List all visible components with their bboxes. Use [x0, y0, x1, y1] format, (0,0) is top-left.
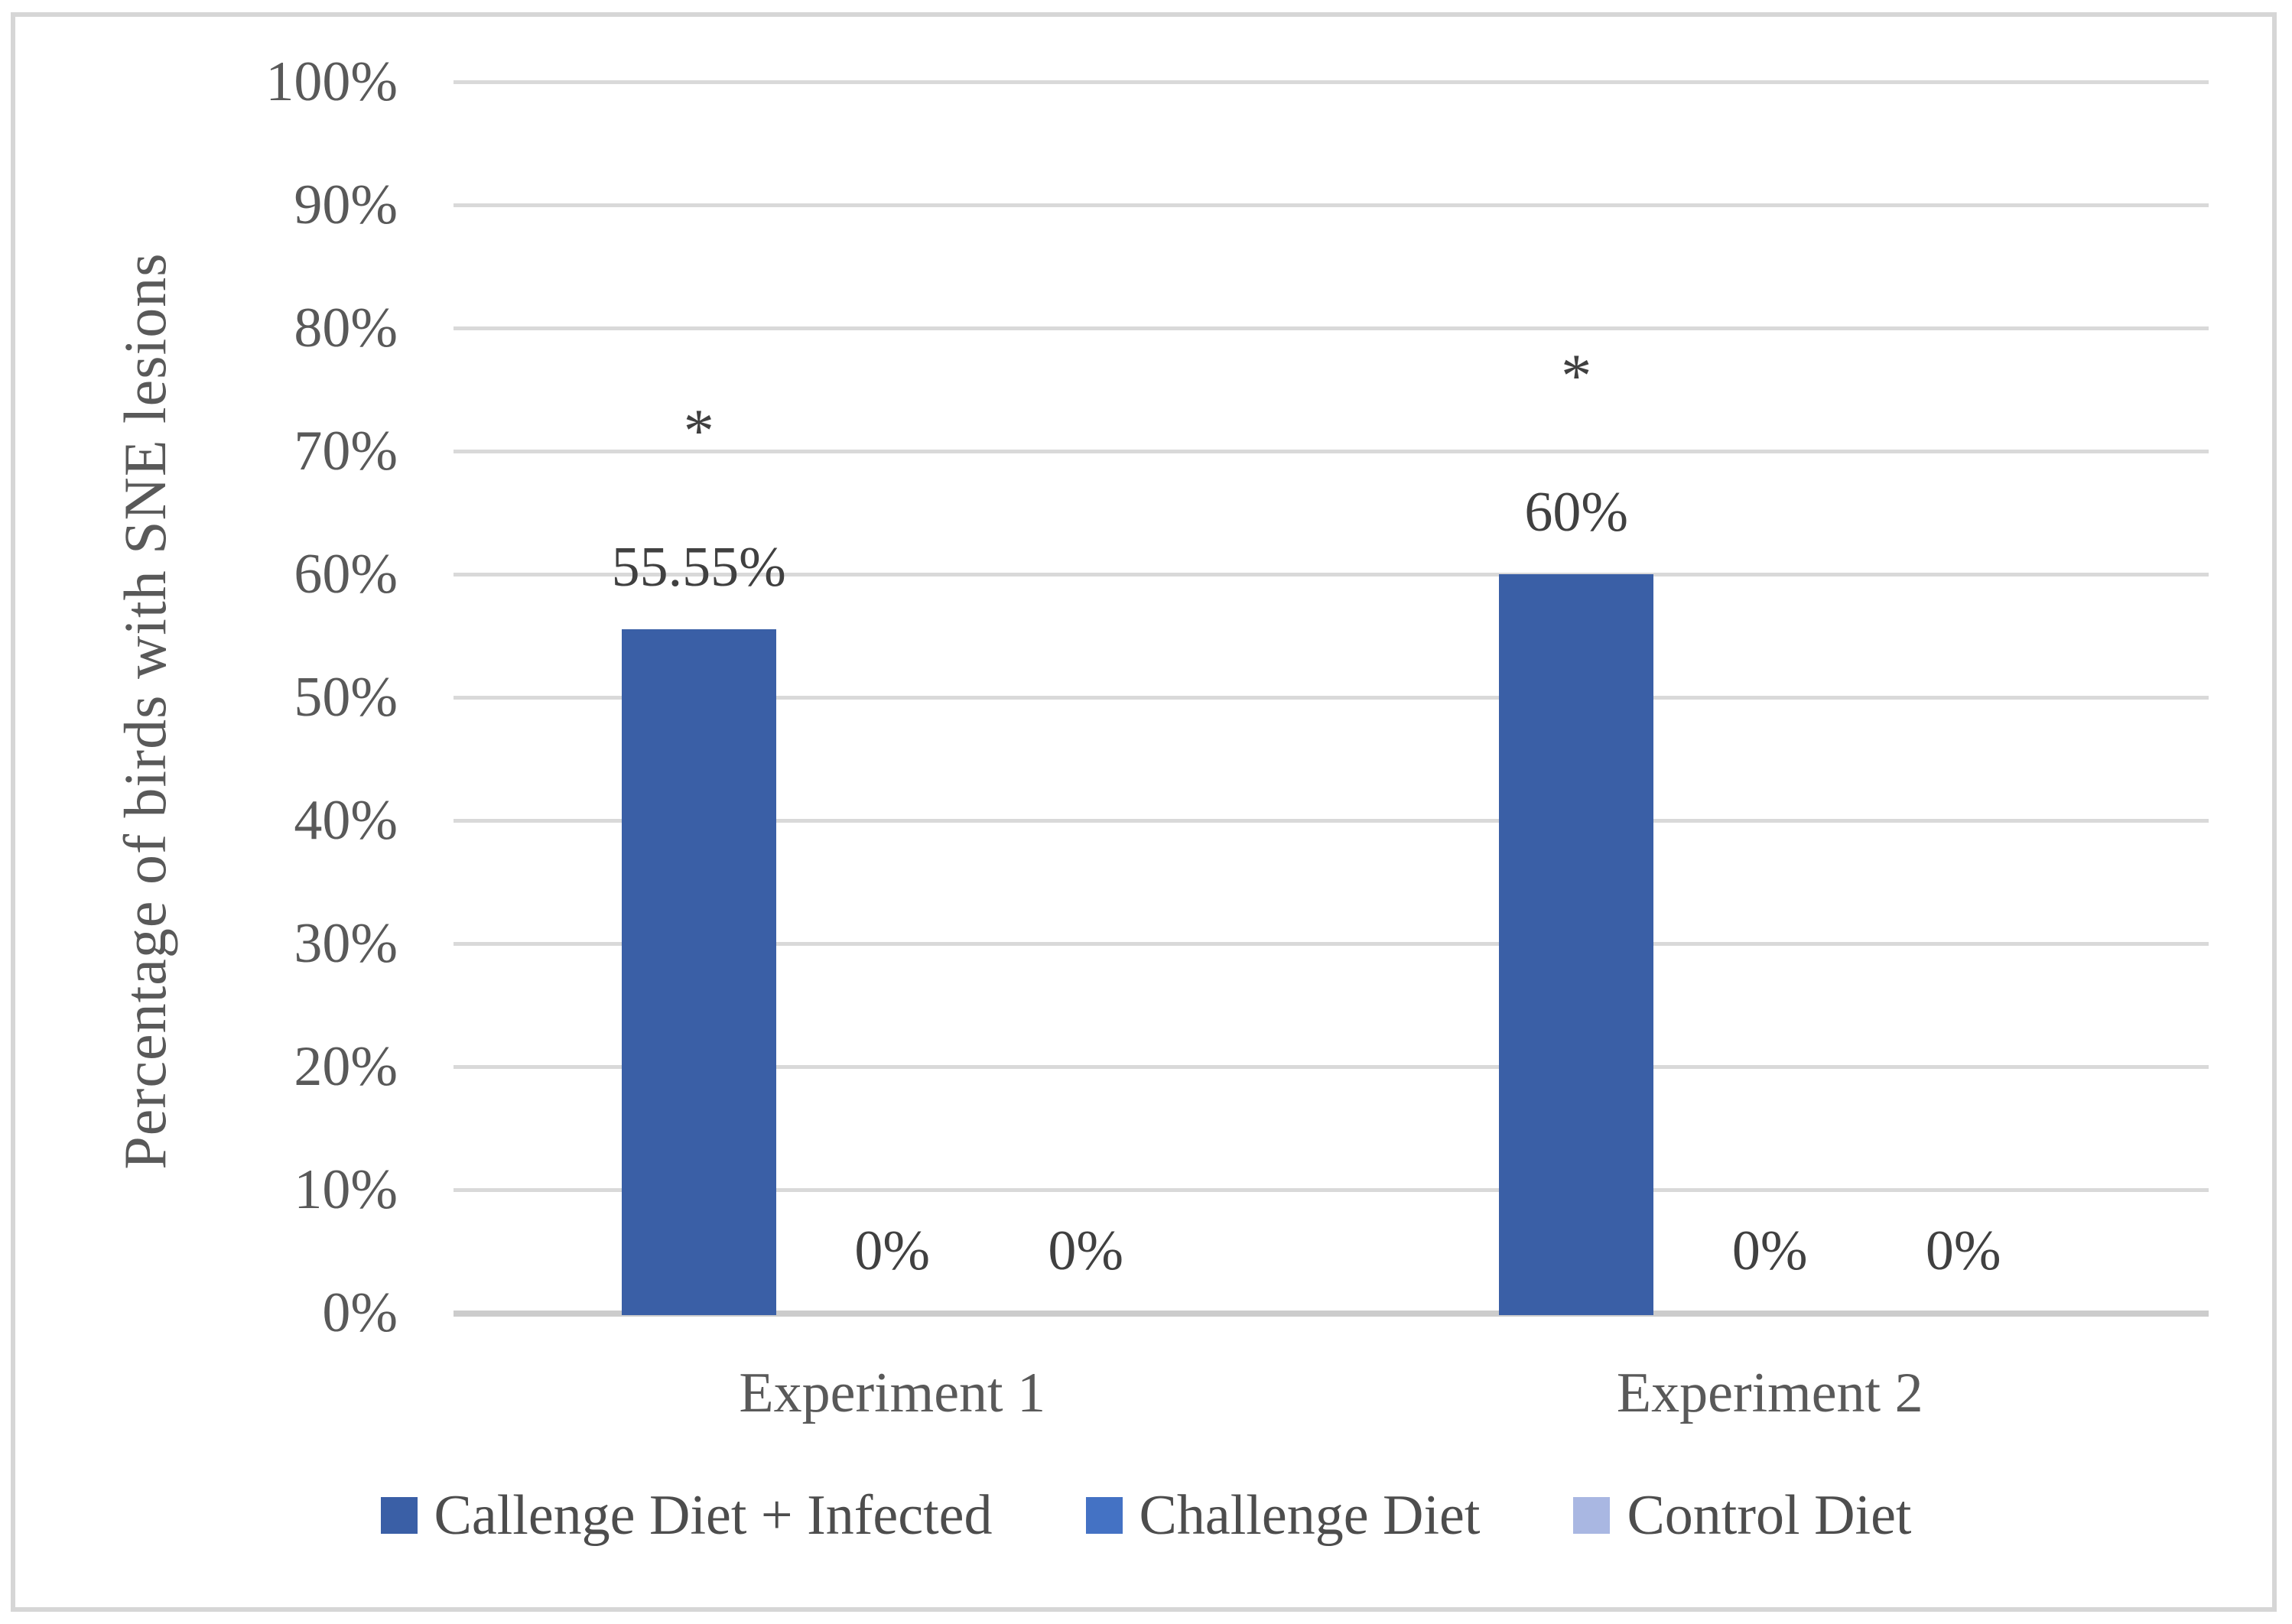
data-label-experiment-1-challenge-diet: 0% — [854, 1220, 931, 1282]
y-tick-label-60: 60% — [294, 543, 398, 606]
legend-marker-callenge-diet-infected — [380, 1497, 418, 1534]
legend: Callenge Diet + Infected Challenge Diet Co… — [0, 1486, 2292, 1544]
data-label-experiment-1-control-diet: 0% — [1048, 1220, 1124, 1282]
y-tick-label-70: 70% — [294, 420, 398, 482]
gridline-50 — [454, 696, 2209, 700]
significance-star-experiment-2: * — [1561, 343, 1592, 410]
legend-item-callenge-diet-infected: Callenge Diet + Infected — [380, 1484, 993, 1547]
y-tick-label-40: 40% — [294, 789, 398, 852]
legend-label-challenge-diet: Challenge Diet — [1139, 1484, 1481, 1547]
gridline-40 — [454, 819, 2209, 823]
gridline-100 — [454, 80, 2209, 84]
legend-label-control-diet: Control Diet — [1627, 1484, 1912, 1547]
y-tick-label-100: 100% — [265, 50, 398, 113]
data-label-experiment-2-control-diet: 0% — [1925, 1220, 2001, 1282]
gridline-10 — [454, 1188, 2209, 1192]
gridline-20 — [454, 1065, 2209, 1069]
y-tick-label-30: 30% — [294, 912, 398, 975]
legend-item-control-diet: Control Diet — [1573, 1486, 1911, 1544]
x-category-label-experiment-2: Experiment 2 — [1616, 1362, 1923, 1424]
gridline-60 — [454, 573, 2209, 577]
gridline-90 — [454, 203, 2209, 207]
bar-experiment-2-callenge-diet-infected — [1499, 574, 1654, 1315]
bar-experiment-1-callenge-diet-infected — [621, 628, 776, 1315]
chart-outer-border — [11, 12, 2277, 1612]
data-label-experiment-1-callenge-diet-infected: 55.55% — [611, 535, 786, 599]
legend-item-challenge-diet: Challenge Diet — [1085, 1484, 1481, 1547]
gridline-80 — [454, 326, 2209, 330]
y-tick-label-80: 80% — [294, 297, 398, 359]
y-tick-label-50: 50% — [294, 666, 398, 729]
significance-star-experiment-1: * — [683, 397, 714, 465]
data-label-experiment-2-challenge-diet: 0% — [1731, 1220, 1808, 1282]
gridline-30 — [454, 942, 2209, 946]
gridline-70 — [454, 450, 2209, 453]
legend-marker-control-diet — [1573, 1497, 1611, 1534]
x-category-label-experiment-1: Experiment 1 — [739, 1362, 1046, 1424]
y-tick-label-20: 20% — [294, 1035, 398, 1098]
legend-marker-challenge-diet — [1085, 1497, 1123, 1534]
x-axis-line — [454, 1311, 2209, 1317]
data-label-experiment-2-callenge-diet-infected: 60% — [1524, 481, 1629, 544]
legend-label-callenge-diet-infected: Callenge Diet + Infected — [434, 1484, 993, 1547]
y-tick-label-90: 90% — [294, 174, 398, 236]
y-tick-label-10: 10% — [294, 1158, 398, 1221]
y-tick-label-0: 0% — [322, 1281, 398, 1344]
